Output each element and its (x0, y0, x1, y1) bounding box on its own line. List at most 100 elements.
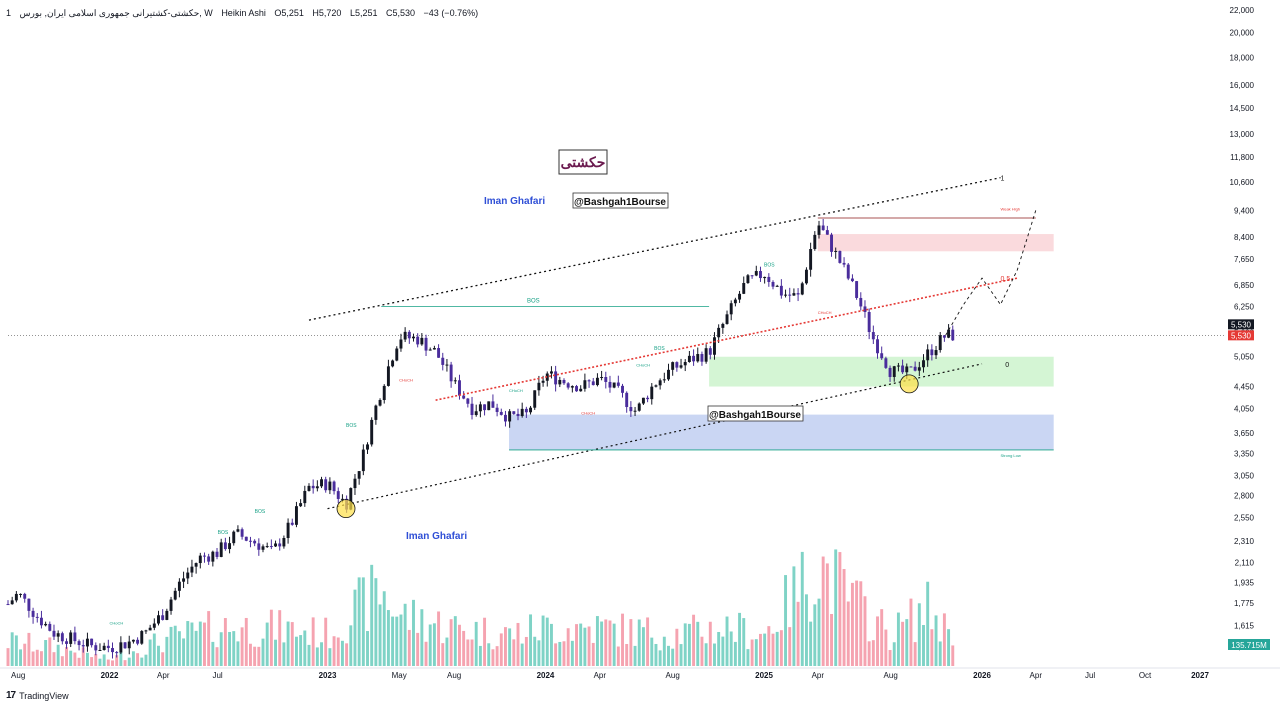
volume-bar (558, 641, 562, 666)
candle-body (123, 642, 127, 649)
candle-body (148, 627, 152, 631)
candle-body (926, 349, 930, 361)
x-tick-label: Apr (812, 671, 825, 680)
bos-label-major: BOS (527, 299, 540, 305)
ticker-badge-box (558, 149, 608, 175)
y-tick-label: 5,050 (1234, 353, 1255, 362)
candle-body (382, 385, 386, 401)
tradingview-logo[interactable]: 17 TradingView (6, 690, 69, 701)
volume-bar (850, 582, 854, 666)
volume-bar (445, 637, 449, 666)
candle-body (307, 485, 311, 491)
volume-bar (679, 644, 683, 666)
volume-bar (228, 631, 232, 666)
x-tick-label: Aug (884, 671, 898, 680)
volume-bar (94, 654, 98, 666)
volume-bar (491, 649, 495, 666)
volume-bar (90, 657, 94, 666)
volume-bar (211, 641, 215, 666)
volume-bar (612, 623, 616, 666)
candle-body (52, 630, 56, 637)
volume-bar (717, 631, 721, 666)
volume-bar (190, 622, 194, 666)
x-tick-label: 2022 (101, 671, 119, 680)
candle-body (646, 397, 650, 400)
volume-bar (203, 622, 206, 666)
volume-bar (432, 623, 436, 666)
y-tick-label: 20,000 (1230, 28, 1255, 37)
candle-body (549, 371, 553, 374)
candle-body (35, 616, 39, 618)
symbol-label[interactable]: حکشتی-کشتیرانی جمهوری اسلامی ایران, بورس… (19, 8, 213, 18)
volume-bar (763, 633, 767, 666)
volume-bar (621, 613, 624, 666)
candle-body (386, 366, 390, 386)
candle-body (244, 536, 248, 541)
volume-bar (863, 596, 867, 666)
candle-body (779, 285, 783, 296)
volume-bar (901, 621, 905, 666)
y-tick-label: 3,050 (1234, 472, 1255, 481)
volume-bar (144, 654, 148, 666)
candle-body (896, 365, 900, 367)
volume-bar (269, 609, 273, 666)
candle-body (48, 623, 52, 631)
bos-label-2022: BOS (255, 509, 266, 515)
candle-body (412, 336, 415, 339)
volume-bar (825, 563, 829, 666)
y-tick-label: 10,600 (1230, 178, 1255, 187)
candle-body (704, 348, 708, 362)
candle-body (825, 230, 829, 235)
volume-bar (248, 643, 252, 666)
volume-bar (512, 639, 516, 666)
volume-bar (876, 616, 879, 666)
candle-body (441, 357, 445, 365)
style-label: Heikin Ashi (221, 8, 266, 18)
candle-body (462, 395, 466, 399)
candle-body (19, 593, 23, 595)
candle-body (930, 349, 934, 356)
candle-body (880, 353, 884, 359)
candle-body (604, 377, 608, 382)
volume-bar (56, 644, 60, 666)
volume-bar (449, 619, 453, 666)
volume-bar (951, 645, 955, 666)
candle-body (131, 639, 135, 642)
candle-body (834, 250, 838, 252)
volume-bar (19, 649, 23, 666)
candle-body (395, 348, 399, 361)
choch-label-2022: CHoCH (110, 621, 124, 626)
candle-body (236, 529, 240, 532)
candle-body (403, 331, 407, 340)
volume-bar (374, 578, 378, 666)
volume-bar (713, 643, 716, 666)
volume-bar (729, 631, 733, 666)
volume-bar (311, 617, 315, 666)
volume-bar (508, 628, 512, 666)
candle-body (90, 638, 94, 646)
candle-body (136, 639, 140, 644)
volume-bar (771, 633, 775, 666)
volume-bar (625, 644, 629, 666)
candle-body (842, 262, 846, 265)
candle-body (821, 225, 825, 231)
candle-body (119, 642, 123, 653)
candle-body (207, 556, 211, 562)
interval-label[interactable]: 1 (6, 8, 12, 18)
volume-bar (194, 630, 198, 666)
volume-bar (608, 620, 612, 666)
candle-body (248, 540, 252, 542)
volume-bar (152, 633, 156, 666)
candle-body (311, 485, 315, 489)
y-tick-label: 2,310 (1234, 537, 1255, 546)
candle-body (449, 364, 453, 382)
candle-body (165, 610, 169, 620)
volume-bar (888, 650, 892, 666)
candle-body (144, 630, 148, 632)
candle-body (612, 382, 616, 388)
candle-body (173, 590, 177, 600)
fib-1-label: 1 (1001, 176, 1005, 183)
volume-bar (115, 655, 119, 666)
volume-bar (253, 646, 257, 666)
